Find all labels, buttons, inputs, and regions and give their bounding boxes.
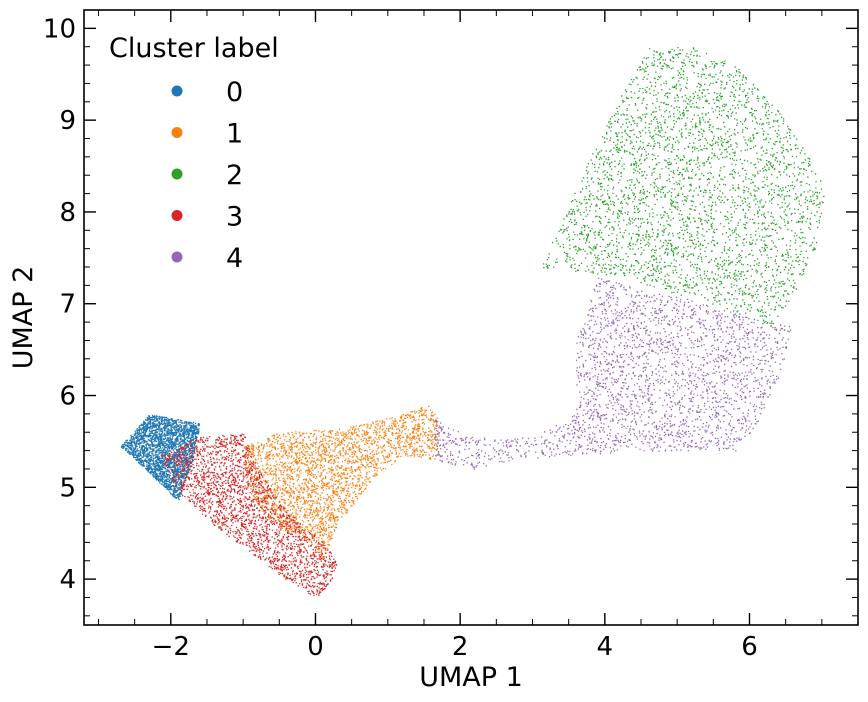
legend-label-2: 2 xyxy=(226,160,243,191)
legend-label-3: 3 xyxy=(226,202,243,233)
points-layer xyxy=(120,47,825,597)
legend-label-0: 0 xyxy=(226,77,243,108)
x-tick-label: 0 xyxy=(307,632,324,662)
series-1-scatter xyxy=(243,405,440,560)
legend-marker-2 xyxy=(171,168,183,180)
plot-frame xyxy=(83,9,859,626)
y-tick-label: 10 xyxy=(43,14,76,44)
series-2-scatter xyxy=(542,47,825,327)
legend-title: Cluster label xyxy=(109,33,279,64)
x-tick-label: 2 xyxy=(452,632,469,662)
x-axis-title: UMAP 1 xyxy=(419,662,523,693)
legend-marker-3 xyxy=(171,210,183,221)
series-2-points xyxy=(542,47,825,327)
y-tick-label: 5 xyxy=(59,473,76,503)
series-4-scatter xyxy=(434,277,792,470)
legend-label-1: 1 xyxy=(226,119,243,150)
x-tick-label: −2 xyxy=(152,632,190,662)
y-tick-label: 4 xyxy=(59,565,76,595)
legend-marker-4 xyxy=(171,251,183,263)
y-tick-label: 7 xyxy=(59,290,76,320)
series-3-points xyxy=(160,433,338,597)
legend-label-4: 4 xyxy=(226,243,243,274)
series-0-scatter xyxy=(120,415,201,501)
y-axis-title: UMAP 2 xyxy=(8,266,39,370)
series-3-scatter xyxy=(160,433,338,597)
legend-marker-1 xyxy=(171,127,183,138)
series-1-points xyxy=(243,405,440,560)
series-4-points xyxy=(434,277,792,470)
series-0-points xyxy=(120,415,201,501)
x-tick-label: 4 xyxy=(597,632,614,662)
y-tick-label: 6 xyxy=(59,382,76,412)
y-tick-label: 8 xyxy=(59,198,76,228)
y-tick-label: 9 xyxy=(59,106,76,136)
legend: Cluster label 0 1 2 3 4 xyxy=(109,33,279,274)
legend-marker-0 xyxy=(171,85,183,97)
x-tick-label: 6 xyxy=(741,632,758,662)
